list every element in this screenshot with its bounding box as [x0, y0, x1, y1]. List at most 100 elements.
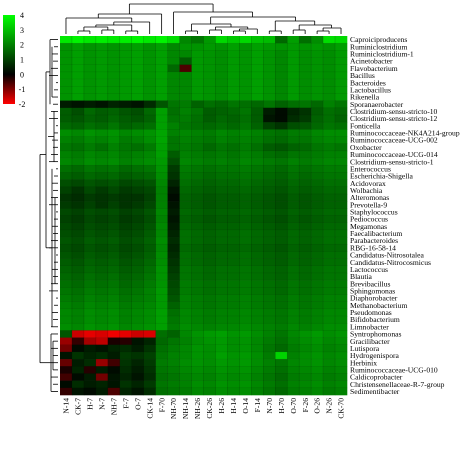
heatmap-cell	[299, 272, 312, 281]
heatmap-cell	[239, 179, 252, 188]
heatmap-cell	[215, 222, 228, 231]
heatmap-cell	[95, 237, 109, 245]
heatmap-cell	[95, 251, 109, 259]
heatmap-cell	[179, 359, 192, 367]
heatmap-cell	[155, 36, 168, 44]
heatmap-cell	[227, 272, 240, 281]
heatmap-cell	[143, 57, 156, 66]
heatmap-cell	[263, 359, 276, 367]
heatmap-cell	[263, 136, 276, 144]
row-label: Limnobacter	[350, 322, 389, 331]
heatmap-cell	[155, 380, 168, 389]
heatmap-cell	[191, 201, 204, 209]
heatmap-cell	[191, 136, 204, 144]
heatmap-cell	[299, 50, 312, 58]
heatmap-cell	[119, 387, 133, 396]
heatmap-cell	[71, 344, 85, 353]
heatmap-cell	[203, 86, 216, 94]
heatmap-cell	[107, 43, 121, 51]
heatmap-cell	[119, 186, 133, 195]
heatmap-cell	[131, 265, 145, 274]
heatmap-cell	[167, 316, 180, 324]
heatmap-cell	[299, 186, 312, 195]
heatmap-cell	[167, 294, 180, 302]
heatmap-cell	[131, 287, 145, 295]
heatmap-cell	[167, 258, 180, 267]
heatmap-cell	[239, 86, 252, 94]
heatmap-cell	[95, 179, 109, 188]
heatmap-cell	[131, 258, 145, 267]
heatmap-cell	[251, 43, 264, 51]
heatmap-cell	[143, 150, 156, 159]
heatmap-cell	[287, 201, 300, 209]
heatmap-cell	[167, 165, 180, 173]
heatmap-cell	[95, 265, 109, 274]
heatmap-cell	[155, 186, 168, 195]
heatmap-cell	[71, 201, 85, 209]
heatmap-cell	[215, 36, 228, 44]
heatmap-cell	[60, 179, 73, 188]
heatmap-cell	[143, 344, 156, 353]
heatmap-cell	[179, 337, 192, 346]
column-labels: N-14 CK-7 H-7 N-7 NH-7 F-7 O-7 CK-14 F-70 NH-70 NH…	[62, 398, 346, 419]
heatmap-cell	[71, 86, 85, 94]
heatmap-cell	[335, 373, 348, 381]
heatmap-cell	[155, 158, 168, 166]
heatmap-cell	[179, 387, 192, 396]
heatmap-cell	[239, 323, 252, 331]
heatmap-cell	[131, 237, 145, 245]
heatmap-cell	[203, 337, 216, 346]
heatmap-cell	[167, 79, 180, 87]
heatmap-cell	[323, 100, 336, 109]
heatmap-cell	[60, 323, 73, 331]
heatmap-cell	[299, 165, 312, 173]
heatmap-cell	[287, 64, 300, 73]
row-label: Lactococcus	[350, 265, 388, 274]
heatmap-cell	[167, 193, 180, 202]
heatmap-cell	[143, 186, 156, 195]
heatmap-cell	[71, 114, 85, 123]
heatmap-cell	[83, 150, 97, 159]
row-label: Hydrogenispora	[350, 351, 400, 360]
heatmap-cell	[155, 43, 168, 51]
heatmap-cell	[215, 43, 228, 51]
heatmap-cell	[239, 344, 252, 353]
heatmap-cell	[275, 158, 288, 166]
heatmap-cell	[227, 179, 240, 188]
heatmap-cell	[299, 215, 312, 223]
heatmap-cell	[119, 129, 133, 137]
heatmap-cell	[323, 337, 336, 346]
heatmap-cell	[227, 323, 240, 331]
heatmap-cell	[83, 316, 97, 324]
heatmap-cell	[203, 280, 216, 288]
heatmap-cell	[239, 100, 252, 109]
row-label: Pseudomonas	[350, 308, 392, 317]
heatmap-cell	[239, 114, 252, 123]
heatmap-cell	[191, 351, 204, 360]
heatmap-cell	[335, 272, 348, 281]
heatmap-cell	[167, 122, 180, 130]
row-label: Acidovorax	[350, 179, 386, 188]
heatmap-cell	[71, 351, 85, 360]
heatmap-cell	[191, 251, 204, 259]
heatmap-cell	[119, 323, 133, 331]
heatmap-cell	[167, 229, 180, 238]
heatmap-cell	[167, 308, 180, 317]
heatmap-cell	[107, 222, 121, 231]
heatmap-cell	[287, 244, 300, 252]
heatmap-cell	[143, 222, 156, 231]
heatmap-cell	[191, 43, 204, 51]
heatmap-cell	[263, 280, 276, 288]
heatmap-cell	[335, 337, 348, 346]
heatmap-cell	[299, 337, 312, 346]
heatmap-cell	[239, 71, 252, 80]
heatmap-cell	[179, 208, 192, 216]
heatmap-cell	[60, 64, 73, 73]
heatmap-cell	[323, 244, 336, 252]
heatmap-cell	[239, 129, 252, 137]
heatmap-cell	[179, 129, 192, 137]
heatmap-cell	[119, 244, 133, 252]
heatmap-cell	[191, 380, 204, 389]
heatmap-cell	[251, 158, 264, 166]
heatmap-cell	[323, 344, 336, 353]
